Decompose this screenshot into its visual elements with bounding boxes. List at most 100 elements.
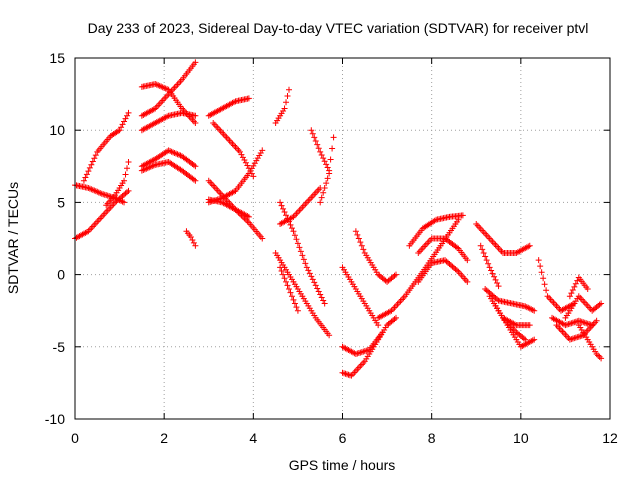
data-point [121,177,128,184]
data-series [308,127,337,174]
data-point [231,99,238,106]
data-point [446,261,453,268]
data-series [272,86,292,126]
data-point [358,242,365,249]
data-series [339,314,399,379]
data-point [306,270,313,277]
data-point [231,188,238,195]
data-point [284,93,291,100]
data-point [283,278,290,285]
data-point [308,273,315,280]
data-point [541,281,548,288]
x-tick-label: 4 [249,430,257,446]
data-point [595,352,602,359]
data-point [445,259,452,266]
data-point [122,171,129,178]
data-point [320,155,327,162]
data-point [277,264,284,271]
data-series [482,286,538,314]
data-series [103,158,132,209]
data-point [320,189,327,196]
data-point [584,286,591,293]
data-point [124,189,131,196]
data-point [598,300,605,307]
data-point [248,170,255,177]
data-point [459,212,466,219]
data-point [314,285,321,292]
data-series [183,228,199,249]
data-point [321,184,328,191]
data-point [483,257,490,264]
data-point [244,218,251,225]
data-point [315,145,322,152]
data-point [317,291,324,298]
data-series [339,264,382,329]
data-point [147,163,154,170]
data-point [596,301,603,308]
data-point [535,257,542,264]
data-point [485,288,492,295]
data-point [156,82,163,89]
data-series [138,59,199,119]
data-point [164,86,171,93]
data-point [318,151,325,158]
data-series [205,177,266,242]
data-point [288,225,295,232]
data-point [391,272,398,279]
data-point [537,263,544,270]
data-series [80,109,132,184]
data-point [83,171,90,178]
data-point [168,148,175,155]
data-series [500,314,533,329]
data-point [170,149,177,156]
data-point [452,266,459,273]
data-series [138,109,199,134]
data-point [82,174,89,181]
data-point [593,351,600,358]
data-point [245,213,252,220]
data-point [522,303,529,310]
data-point [317,199,324,206]
data-point [92,152,99,159]
data-point [241,157,248,164]
data-point [291,300,298,307]
data-point [290,296,297,303]
data-series [415,257,471,285]
data-point [192,119,199,126]
data-point [86,185,93,192]
data-point [300,256,307,263]
data-point [489,270,496,277]
data-point [443,258,450,265]
data-point [171,149,178,156]
y-tick-label: 5 [57,194,65,210]
data-series [205,196,252,220]
data-point [311,279,318,286]
data-point [330,134,337,141]
data-point [192,242,199,249]
data-point [479,246,486,253]
data-point [244,213,251,220]
x-tick-label: 12 [602,430,618,446]
data-point [482,286,489,293]
data-point [242,159,249,166]
data-point [538,269,545,276]
data-point [190,176,197,183]
data-point [526,305,533,312]
data-point [167,148,174,155]
data-point [480,249,487,256]
data-point [294,240,301,247]
data-point [324,175,331,182]
data-point [125,109,132,116]
data-point [174,151,181,158]
data-point [488,267,495,274]
data-point [393,271,399,278]
chart-title: Day 233 of 2023, Sidereal Day-to-day VTE… [88,20,589,36]
y-tick-label: 0 [57,267,65,283]
data-point [278,202,285,209]
y-tick-label: -10 [45,411,65,427]
data-point [525,243,532,250]
data-point [284,282,291,289]
data-series [138,147,199,170]
data-point [571,283,578,290]
data-point [245,95,252,102]
